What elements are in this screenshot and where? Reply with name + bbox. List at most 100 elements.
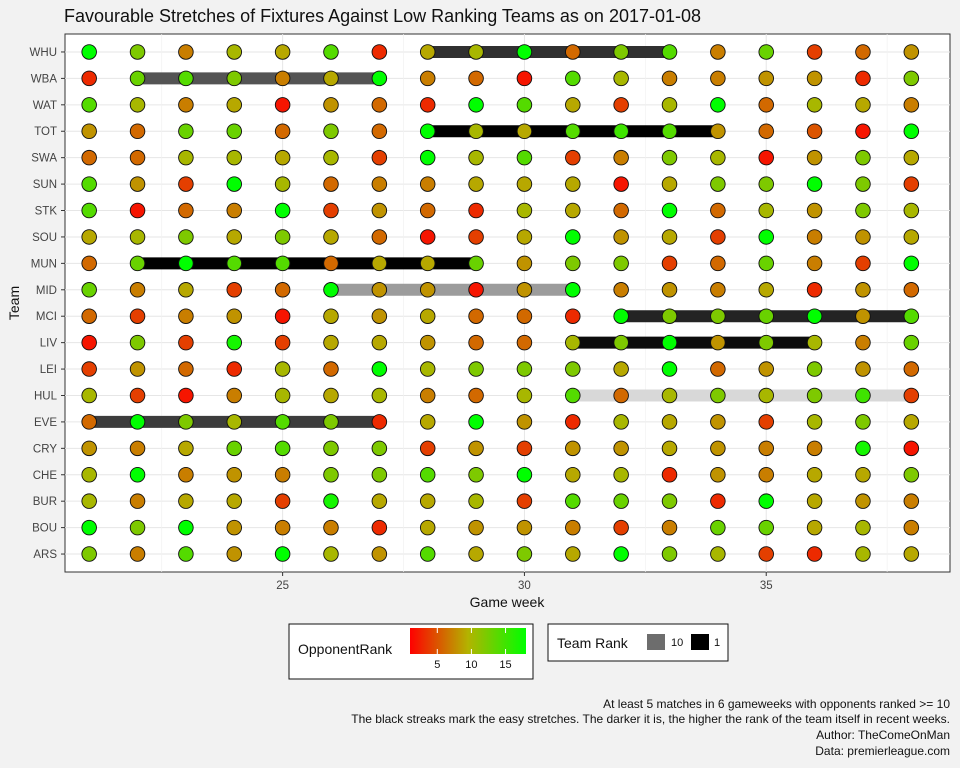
point-tot-gw31 xyxy=(565,123,581,139)
point-eve-gw24 xyxy=(226,414,243,430)
point-tot-gw22 xyxy=(129,123,146,139)
point-hul-gw28 xyxy=(419,387,436,404)
point-cry-gw25 xyxy=(274,440,291,457)
point-ars-gw35 xyxy=(758,546,774,562)
point-che-gw29 xyxy=(468,467,484,483)
point-liv-gw25 xyxy=(274,334,291,351)
point-mun-gw35 xyxy=(758,255,774,272)
point-liv-gw37 xyxy=(855,334,871,351)
point-bou-gw38 xyxy=(903,519,920,536)
point-eve-gw33 xyxy=(661,414,678,430)
point-liv-gw29 xyxy=(468,334,484,351)
point-mci-gw27 xyxy=(371,308,388,324)
point-wat-gw27 xyxy=(371,97,388,113)
point-whu-gw21 xyxy=(81,44,97,60)
y-tick-label-cry: CRY xyxy=(33,443,57,455)
point-liv-gw30 xyxy=(516,334,533,351)
point-hul-gw22 xyxy=(129,387,146,404)
point-whu-gw35 xyxy=(758,44,774,60)
point-bou-gw24 xyxy=(226,519,243,536)
team-rank-legend-title: Team Rank xyxy=(557,635,629,651)
point-wat-gw21 xyxy=(81,97,97,113)
point-stk-gw33 xyxy=(661,202,678,219)
point-ars-gw22 xyxy=(129,546,146,562)
y-tick-label-wba: WBA xyxy=(31,73,58,85)
point-mci-gw28 xyxy=(419,308,436,324)
point-tot-gw33 xyxy=(661,123,678,139)
point-tot-gw25 xyxy=(274,123,291,139)
point-mid-gw30 xyxy=(516,282,533,298)
point-wba-gw21 xyxy=(81,70,97,87)
point-mci-gw26 xyxy=(323,308,339,324)
point-mun-gw36 xyxy=(806,255,823,272)
point-bur-gw24 xyxy=(226,493,243,509)
point-lei-gw34 xyxy=(710,361,726,377)
point-sun-gw26 xyxy=(323,176,339,192)
point-wat-gw32 xyxy=(613,97,629,113)
point-mci-gw33 xyxy=(661,308,678,324)
y-tick-label-swa: SWA xyxy=(31,153,57,165)
point-eve-gw35 xyxy=(758,414,774,430)
point-che-gw38 xyxy=(903,467,920,483)
point-bou-gw34 xyxy=(710,519,726,536)
team-rank-swatch-1 xyxy=(691,634,709,650)
point-sun-gw29 xyxy=(468,176,484,192)
point-ars-gw33 xyxy=(661,546,678,562)
point-cry-gw26 xyxy=(323,440,339,457)
point-mun-gw32 xyxy=(613,255,629,272)
point-wba-gw32 xyxy=(613,70,629,87)
point-cry-gw36 xyxy=(806,440,823,457)
point-ars-gw36 xyxy=(806,546,823,562)
point-wat-gw26 xyxy=(323,97,339,113)
point-mid-gw27 xyxy=(371,282,388,298)
point-mci-gw38 xyxy=(903,308,920,324)
point-mci-gw31 xyxy=(565,308,581,324)
point-mid-gw28 xyxy=(419,282,436,298)
point-che-gw24 xyxy=(226,467,243,483)
point-mci-gw36 xyxy=(806,308,823,324)
point-swa-gw21 xyxy=(81,149,97,166)
point-wat-gw37 xyxy=(855,97,871,113)
point-hul-gw37 xyxy=(855,387,871,404)
point-sou-gw37 xyxy=(855,229,871,245)
point-tot-gw38 xyxy=(903,123,920,139)
point-hul-gw33 xyxy=(661,387,678,404)
point-tot-gw28 xyxy=(419,123,436,139)
point-lei-gw21 xyxy=(81,361,97,377)
point-sun-gw38 xyxy=(903,176,920,192)
point-mun-gw30 xyxy=(516,255,533,272)
point-swa-gw33 xyxy=(661,149,678,166)
point-bur-gw28 xyxy=(419,493,436,509)
point-mun-gw26 xyxy=(323,255,339,272)
point-sun-gw34 xyxy=(710,176,726,192)
point-swa-gw27 xyxy=(371,149,388,166)
point-sou-gw29 xyxy=(468,229,484,245)
point-mci-gw35 xyxy=(758,308,774,324)
point-mci-gw25 xyxy=(274,308,291,324)
point-mid-gw24 xyxy=(226,282,243,298)
point-sou-gw31 xyxy=(565,229,581,245)
point-lei-gw38 xyxy=(903,361,920,377)
point-swa-gw31 xyxy=(565,149,581,166)
color-legend: OpponentRank 5 10 15 xyxy=(288,623,534,680)
point-hul-gw31 xyxy=(565,387,581,404)
point-eve-gw32 xyxy=(613,414,629,430)
point-cry-gw38 xyxy=(903,440,920,457)
x-tick-label-30: 30 xyxy=(518,580,531,592)
point-bur-gw27 xyxy=(371,493,388,509)
point-tot-gw29 xyxy=(468,123,484,139)
point-bur-gw34 xyxy=(710,493,726,509)
caption-line-4: Data: premierleague.com xyxy=(815,744,950,758)
point-cry-gw30 xyxy=(516,440,533,457)
point-stk-gw35 xyxy=(758,202,774,219)
point-whu-gw26 xyxy=(323,44,339,60)
point-che-gw36 xyxy=(806,467,823,483)
color-legend-title: OpponentRank xyxy=(298,641,393,657)
point-swa-gw25 xyxy=(274,149,291,166)
point-lei-gw27 xyxy=(371,361,388,377)
point-wat-gw30 xyxy=(516,97,533,113)
y-tick-label-mun: MUN xyxy=(31,258,57,270)
point-sou-gw35 xyxy=(758,229,774,245)
point-sun-gw23 xyxy=(178,176,194,192)
point-tot-gw26 xyxy=(323,123,339,139)
